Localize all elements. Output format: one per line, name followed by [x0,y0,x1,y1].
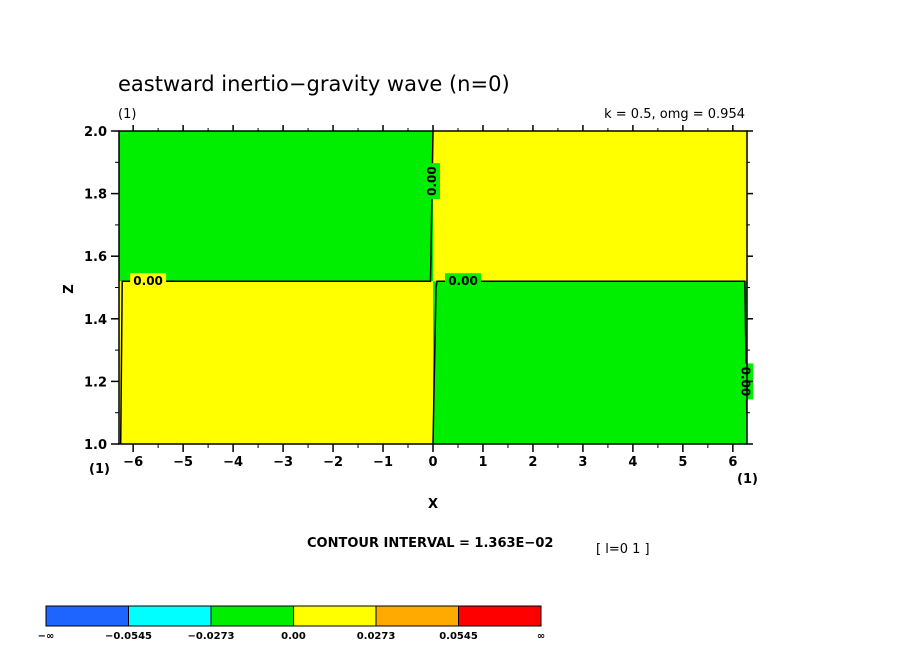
colorbar-label-1: −0.0545 [105,631,152,642]
x-axis-label: X [428,497,438,512]
colorbar-label-2: −0.0273 [188,631,235,642]
region-negative-0 [119,131,433,282]
contour-label-text: 0.00 [448,274,478,288]
x-tick-label: 0 [428,455,437,470]
contour-label-0: 0.00 [130,273,167,290]
panel-label-top: (1) [118,107,136,122]
x-tick-label: −2 [323,455,343,470]
region-positive-2 [119,281,433,444]
x-tick-label: 6 [728,455,737,470]
colorbar-label-3: 0.00 [281,631,306,642]
contour-label-text: 0.00 [425,166,439,196]
index-note: [ l=0 1 ] [596,542,650,557]
contour-interval-label: CONTOUR INTERVAL = 1.363E−02 [307,536,553,551]
colorbar-swatch-5 [458,605,542,627]
contour-label-background [424,163,440,200]
y-tick-label: 1.8 [84,188,107,203]
colorbar-label-6: ∞ [537,631,545,642]
y-tick-label: 1.6 [84,250,107,265]
colorbar: −∞ −0.0545 −0.0273 0.00 0.0273 0.0545 ∞ [38,605,545,642]
colorbar-swatch-3 [293,605,377,627]
contour-label-background [445,273,481,290]
colorbar-label-4: 0.0273 [357,631,396,642]
colorbar-swatch-4 [375,605,459,627]
x-corner-left-label: (1) [89,462,110,477]
parameter-label: k = 0.5, omg = 0.954 [604,107,745,122]
zero-contour-line-1 [432,280,748,445]
contour-label-background [737,363,754,400]
y-tick-label: 1.2 [84,375,107,390]
y-tick-label: 1.4 [84,313,107,328]
y-axis-label: Z [62,284,77,293]
y-axis: 1.0 1.2 1.4 1.6 1.8 2.0 [84,125,753,453]
chart-title: eastward inertio−gravity wave (n=0) [118,72,510,96]
region-negative-3 [433,281,747,444]
x-axis: −6 −5 −4 −3 −2 −1 0 1 2 3 4 5 6 [123,125,737,470]
x-tick-label: −4 [223,455,243,470]
x-tick-label: 1 [478,455,487,470]
contour-label-2: 0.00 [424,163,440,200]
colorbar-swatch-0 [45,605,129,627]
x-tick-label: 5 [678,455,687,470]
contour-labels: 0.00 0.00 0.00 0.00 [130,163,754,400]
contour-label-background [130,273,167,290]
x-tick-label: −1 [373,455,393,470]
x-tick-label: −3 [273,455,293,470]
region-positive-1 [433,131,747,282]
colorbar-swatch-2 [210,605,294,627]
y-tick-label: 2.0 [84,125,107,140]
x-tick-label: 4 [628,455,637,470]
x-tick-label: 2 [528,455,537,470]
colorbar-label-5: 0.0545 [439,631,478,642]
contour-label-3: 0.00 [737,363,754,400]
contour-label-text: 0.00 [133,274,163,288]
x-tick-label: −6 [123,455,143,470]
y-tick-label: 1.0 [84,438,107,453]
colorbar-label-0: −∞ [38,631,55,642]
contour-label-text: 0.00 [738,367,752,397]
x-corner-right-label: (1) [737,472,758,487]
colorbar-swatch-1 [128,605,212,627]
x-tick-label: −5 [173,455,193,470]
x-tick-label: 3 [578,455,587,470]
filled-regions [119,131,747,444]
contour-label-1: 0.00 [445,273,481,290]
